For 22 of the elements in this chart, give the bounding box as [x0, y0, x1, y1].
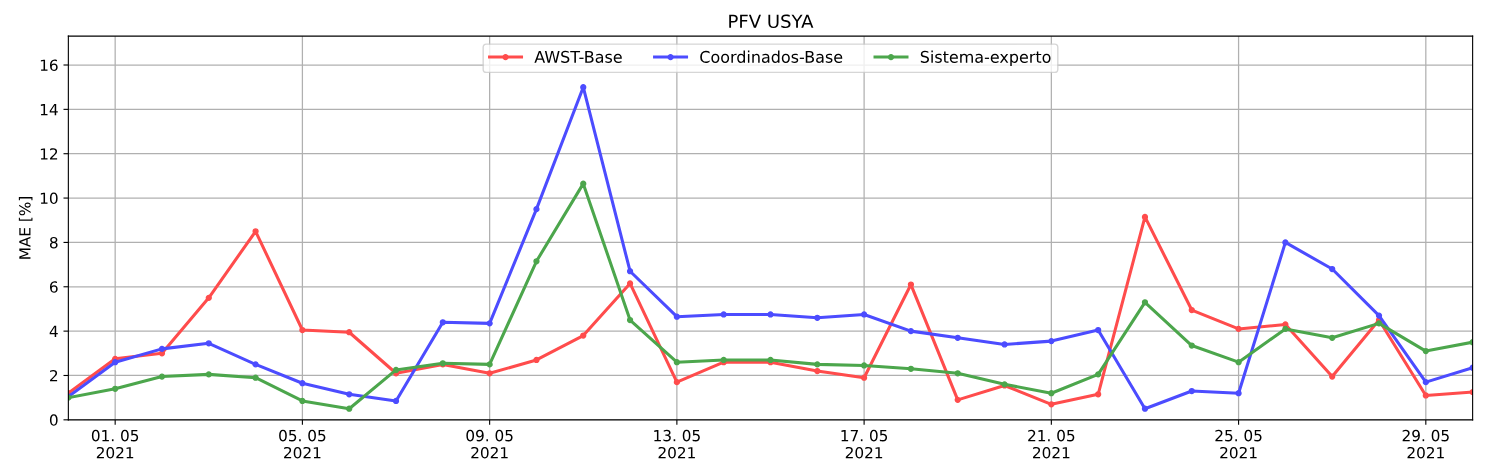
- x-tick-label: 01. 05 2021: [91, 429, 139, 459]
- y-tick-label: 10: [40, 192, 58, 205]
- y-tick-label: 2: [50, 369, 58, 382]
- y-tick-label: 0: [49, 414, 58, 426]
- x-tick-label: 17. 05 2021: [841, 429, 888, 459]
- y-tick-label: 8: [49, 236, 58, 249]
- x-tick-label: 29. 05 2021: [1402, 429, 1449, 459]
- legend-label: Sistema-experto: [920, 50, 1051, 67]
- y-tick-label: 14: [40, 104, 58, 116]
- y-tick-label: 6: [49, 281, 58, 293]
- x-tick-label: 25. 05 2021: [1215, 429, 1262, 459]
- x-tick-label: 05. 05 2021: [279, 429, 326, 459]
- y-axis-title: MAE [%]: [18, 197, 33, 259]
- x-tick-label: 09. 05 2021: [466, 429, 513, 459]
- chart-title: PFV USYA: [729, 14, 814, 29]
- y-tick-label: 16: [40, 59, 58, 72]
- y-tick-label: 12: [40, 148, 58, 160]
- legend-label: Coordinados-Base: [700, 50, 843, 63]
- y-tick-label: 4: [49, 325, 58, 337]
- x-tick-label: 13. 05 2021: [654, 429, 700, 459]
- x-tick-label: 21. 05 2021: [1028, 429, 1075, 459]
- legend-label: AWST-Base: [534, 50, 622, 63]
